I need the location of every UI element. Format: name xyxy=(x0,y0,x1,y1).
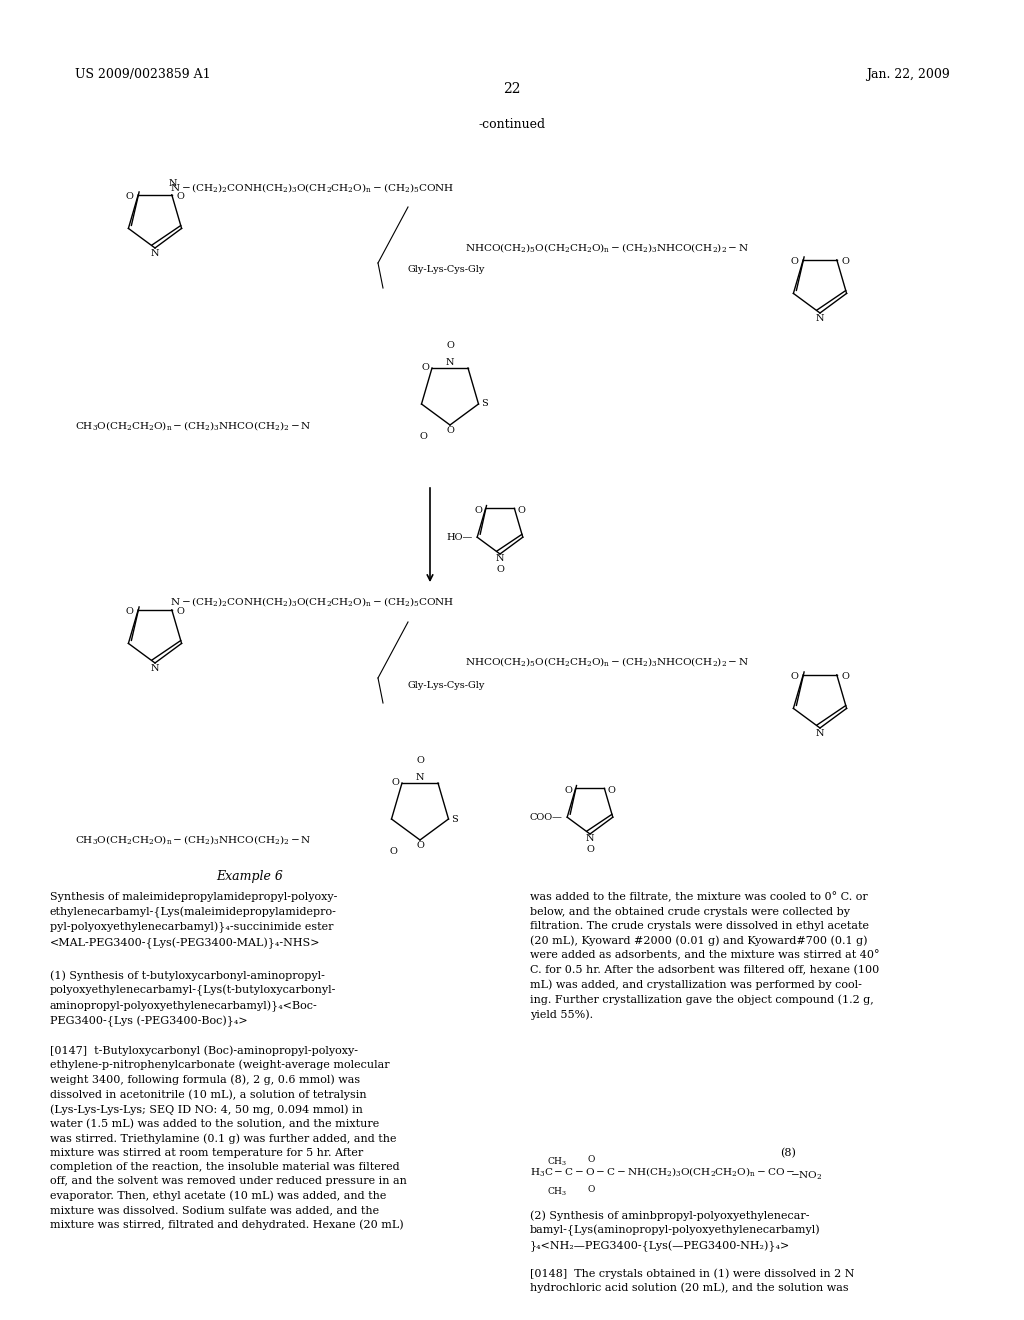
Text: O: O xyxy=(391,777,399,787)
Text: N: N xyxy=(151,249,160,257)
Text: O: O xyxy=(496,565,504,574)
Text: O: O xyxy=(588,1185,595,1195)
Text: N: N xyxy=(151,664,160,673)
Text: S: S xyxy=(452,814,459,824)
Text: O: O xyxy=(791,672,798,681)
Text: $\mathregular{N}$: $\mathregular{N}$ xyxy=(168,177,178,189)
Text: O: O xyxy=(588,1155,595,1164)
Text: (2) Synthesis of aminbpropyl-polyoxyethylenecar-
bamyl-{Lys(aminopropyl-polyoxye: (2) Synthesis of aminbpropyl-polyoxyethy… xyxy=(530,1210,820,1251)
Text: O: O xyxy=(517,507,525,515)
Text: Gly-Lys-Cys-Gly: Gly-Lys-Cys-Gly xyxy=(408,265,485,275)
Text: O: O xyxy=(842,672,850,681)
Text: $\mathregular{CH_3}$: $\mathregular{CH_3}$ xyxy=(547,1185,567,1197)
Text: O: O xyxy=(125,607,133,616)
Text: O: O xyxy=(421,363,429,372)
Text: O: O xyxy=(177,607,184,616)
Text: (1) Synthesis of t-butyloxycarbonyl-aminopropyl-
polyoxyethylenecarbamyl-{Lys(t-: (1) Synthesis of t-butyloxycarbonyl-amin… xyxy=(50,970,336,1027)
Text: O: O xyxy=(842,257,850,265)
Text: N: N xyxy=(816,729,824,738)
Text: $\mathregular{H_3C-C-O-C-NH(CH_2)_3O(CH_2CH_2O)_n-CO-}$: $\mathregular{H_3C-C-O-C-NH(CH_2)_3O(CH_… xyxy=(530,1166,796,1177)
Text: was added to the filtrate, the mixture was cooled to 0° C. or
below, and the obt: was added to the filtrate, the mixture w… xyxy=(530,892,880,1019)
Text: $\mathregular{CH_3O(CH_2CH_2O)_n-(CH_2)_3NHCO(CH_2)_2-N}$: $\mathregular{CH_3O(CH_2CH_2O)_n-(CH_2)_… xyxy=(75,418,311,432)
Text: N: N xyxy=(496,554,504,564)
Text: $\mathregular{-NO_2}$: $\mathregular{-NO_2}$ xyxy=(790,1170,822,1183)
Text: O: O xyxy=(475,507,482,515)
Text: O: O xyxy=(446,426,454,436)
Text: $\mathregular{N-(CH_2)_2CONH(CH_2)_3O(CH_2CH_2O)_n-(CH_2)_5CONH}$: $\mathregular{N-(CH_2)_2CONH(CH_2)_3O(CH… xyxy=(170,595,454,609)
Text: $\mathregular{CH_3O(CH_2CH_2O)_n-(CH_2)_3NHCO(CH_2)_2-N}$: $\mathregular{CH_3O(CH_2CH_2O)_n-(CH_2)_… xyxy=(75,833,311,846)
Text: N: N xyxy=(816,314,824,323)
Text: Jan. 22, 2009: Jan. 22, 2009 xyxy=(866,69,950,81)
Text: O: O xyxy=(607,787,615,796)
Text: $\mathregular{CH_3}$: $\mathregular{CH_3}$ xyxy=(547,1155,567,1167)
Text: COO—: COO— xyxy=(529,813,562,821)
Text: Gly-Lys-Cys-Gly: Gly-Lys-Cys-Gly xyxy=(408,681,485,689)
Text: Synthesis of maleimidepropylamidepropyl-polyoxy-
ethylenecarbamyl-{Lys(maleimide: Synthesis of maleimidepropylamidepropyl-… xyxy=(50,892,337,949)
Text: S: S xyxy=(481,400,488,408)
Text: HO—: HO— xyxy=(445,533,472,541)
Text: $\mathregular{N-(CH_2)_2CONH(CH_2)_3O(CH_2CH_2O)_n-(CH_2)_5CONH}$: $\mathregular{N-(CH_2)_2CONH(CH_2)_3O(CH… xyxy=(170,181,454,194)
Text: [0148]  The crystals obtained in (1) were dissolved in 2 N
hydrochloric acid sol: [0148] The crystals obtained in (1) were… xyxy=(530,1269,854,1294)
Text: -continued: -continued xyxy=(478,117,546,131)
Text: US 2009/0023859 A1: US 2009/0023859 A1 xyxy=(75,69,211,81)
Text: O: O xyxy=(564,787,572,796)
Text: O: O xyxy=(419,432,427,441)
Text: O: O xyxy=(177,191,184,201)
Text: N: N xyxy=(416,774,424,781)
Text: O: O xyxy=(791,257,798,265)
Text: [0147]  t-Butyloxycarbonyl (Boc)-aminopropyl-polyoxy-
ethylene-p-nitrophenylcarb: [0147] t-Butyloxycarbonyl (Boc)-aminopro… xyxy=(50,1045,407,1230)
Text: O: O xyxy=(125,191,133,201)
Text: N: N xyxy=(445,358,455,367)
Text: O: O xyxy=(416,756,424,766)
Text: N: N xyxy=(586,834,594,843)
Text: 22: 22 xyxy=(503,82,521,96)
Text: (8): (8) xyxy=(780,1148,796,1159)
Text: O: O xyxy=(389,847,397,855)
Text: $\mathregular{NHCO(CH_2)_5O(CH_2CH_2O)_n-(CH_2)_3NHCO(CH_2)_2-N}$: $\mathregular{NHCO(CH_2)_5O(CH_2CH_2O)_n… xyxy=(465,656,750,668)
Text: O: O xyxy=(416,841,424,850)
Text: O: O xyxy=(586,845,594,854)
Text: Example 6: Example 6 xyxy=(216,870,284,883)
Text: O: O xyxy=(446,341,454,350)
Text: $\mathregular{NHCO(CH_2)_5O(CH_2CH_2O)_n-(CH_2)_3NHCO(CH_2)_2-N}$: $\mathregular{NHCO(CH_2)_5O(CH_2CH_2O)_n… xyxy=(465,240,750,253)
